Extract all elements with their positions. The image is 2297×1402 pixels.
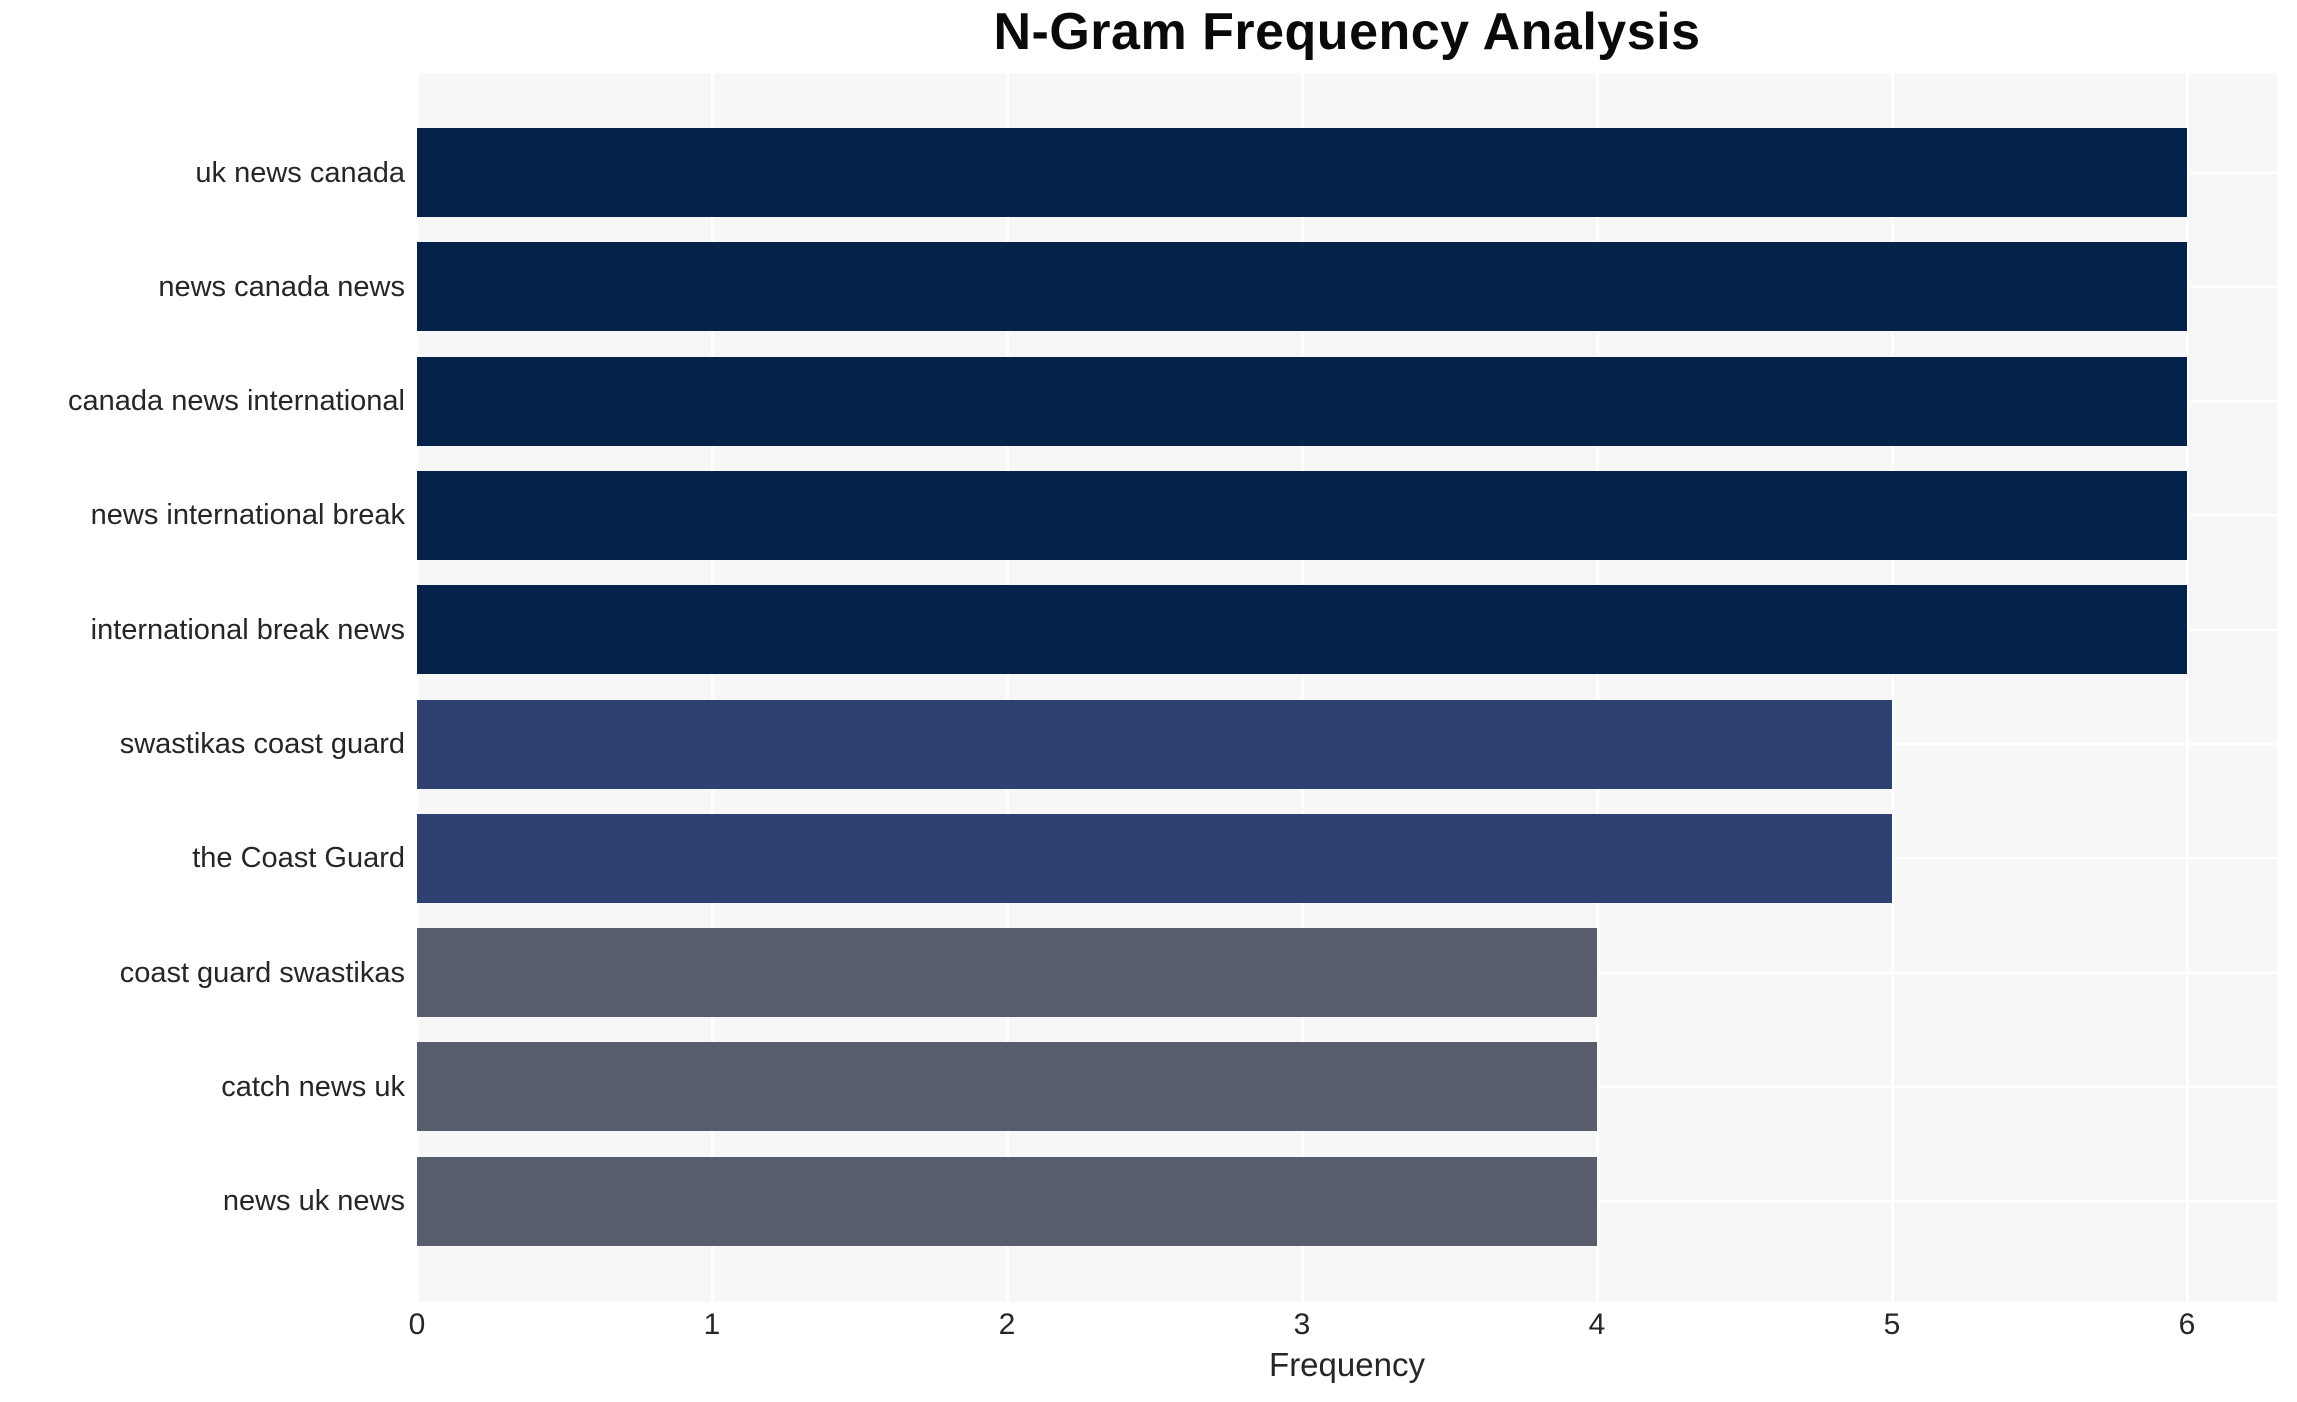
bar-the-coast-guard — [417, 813, 1892, 903]
category-label: canada news international — [68, 385, 405, 418]
category-label: news uk news — [222, 1185, 405, 1218]
bar-news-uk-news — [417, 1156, 1597, 1246]
v-gridline — [1891, 73, 1894, 1302]
v-gridline — [1301, 73, 1304, 1302]
x-tick-label: 4 — [1588, 1308, 1606, 1341]
v-gridline — [1596, 73, 1599, 1302]
category-label: the Coast Guard — [192, 842, 405, 875]
v-gridline — [1006, 73, 1009, 1302]
category-label: uk news canada — [195, 156, 405, 189]
chart-title: N-Gram Frequency Analysis — [993, 3, 1701, 61]
bar-news-international-break — [417, 470, 2187, 560]
bar-international-break-news — [417, 585, 2187, 675]
x-tick-label: 1 — [703, 1308, 721, 1341]
x-tick-label: 0 — [408, 1308, 426, 1341]
x-tick-label: 2 — [998, 1308, 1016, 1341]
category-label: international break news — [90, 613, 405, 646]
category-label: news canada news — [158, 270, 405, 303]
x-tick-label: 5 — [1883, 1308, 1901, 1341]
plot-area — [416, 73, 2277, 1302]
v-gridline — [416, 73, 419, 1302]
bar-swastikas-coast-guard — [417, 699, 1892, 789]
category-label: swastikas coast guard — [119, 728, 405, 760]
bar-uk-news-canada — [417, 128, 2187, 217]
v-gridline — [2186, 73, 2189, 1302]
bar-coast-guard-swastikas — [417, 928, 1597, 1018]
bar-catch-news-uk — [417, 1042, 1597, 1132]
x-tick-label: 6 — [2178, 1308, 2196, 1341]
category-label: catch news uk — [221, 1070, 405, 1103]
x-axis-title: Frequency — [1269, 1346, 1425, 1383]
bar-canada-news-international — [417, 356, 2187, 446]
category-label: coast guard swastikas — [119, 956, 405, 989]
x-tick-label: 3 — [1293, 1308, 1311, 1341]
category-label: news international break — [90, 499, 405, 532]
v-gridline — [711, 73, 714, 1302]
bar-news-canada-news — [417, 242, 2187, 332]
